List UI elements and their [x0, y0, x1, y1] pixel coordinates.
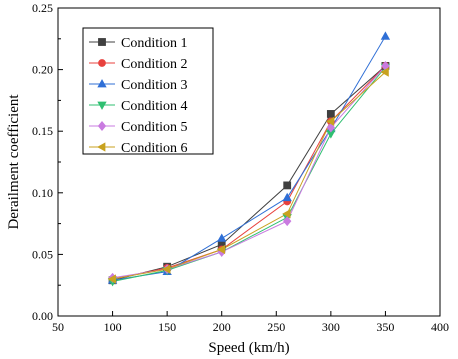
legend-marker-5 — [97, 121, 107, 131]
y-tick-label-1: 0.00 — [32, 309, 53, 323]
series-6-point-4 — [282, 209, 291, 219]
legend-label-4: Condition 4 — [121, 99, 188, 114]
series-line-1 — [112, 65, 386, 281]
axes: 50 100 150 200 250 300 350 400 0.00 0.05 0.10 0.15 0… — [32, 1, 449, 334]
y-tick-label-2: 0.05 — [32, 247, 53, 261]
legend-marker-4 — [97, 101, 107, 110]
series-6-point-3 — [216, 244, 226, 255]
series-6-point-2 — [162, 264, 171, 274]
y-tick-label-4: 0.15 — [32, 124, 53, 138]
legend-marker-2 — [98, 59, 106, 67]
series-1-point-5 — [326, 110, 335, 118]
series-line-6 — [112, 71, 386, 280]
series-6-point-6 — [380, 67, 389, 77]
y-tick-label-6: 0.25 — [32, 1, 53, 15]
x-tick-label-2: 100 — [104, 320, 122, 334]
legend-box — [82, 27, 214, 155]
y-axis-title: Derailment coefficient — [6, 94, 22, 230]
x-tick-label-4: 200 — [213, 320, 231, 334]
series-5-point-5 — [326, 122, 336, 133]
series-1-point-4 — [283, 181, 292, 190]
series-3-point-4 — [282, 192, 292, 202]
x-tick-label-5: 250 — [267, 320, 285, 334]
x-tick-label-7: 350 — [376, 320, 394, 334]
series-6-point-5 — [325, 116, 335, 126]
x-tick-label-3: 150 — [158, 320, 176, 334]
series-5-point-4 — [283, 216, 292, 227]
series-3-point-6 — [380, 31, 391, 40]
legend-label-1: Condition 1 — [121, 36, 188, 51]
legend-marker-6 — [97, 142, 106, 152]
legend-label-2: Condition 2 — [121, 57, 188, 72]
plot-marks — [107, 31, 391, 287]
y-tick-label-3: 0.10 — [32, 186, 53, 200]
legend-label-3: Condition 3 — [121, 78, 188, 93]
series-line-4 — [112, 66, 386, 282]
series-line-2 — [112, 65, 386, 280]
legend-marker-3 — [97, 79, 107, 88]
x-tick-label-6: 300 — [322, 320, 340, 334]
x-tick-label-1: 50 — [52, 320, 64, 334]
series-6-point-1 — [107, 274, 116, 284]
series-3-point-3 — [217, 233, 227, 242]
x-axis-title: Speed (km/h) — [208, 340, 289, 356]
y-tick-label-5: 0.20 — [32, 63, 53, 77]
x-tick-label-8: 400 — [431, 320, 449, 334]
legend-marker-1 — [98, 38, 106, 46]
legend-label-5: Condition 5 — [121, 120, 188, 135]
legend-label-6: Condition 6 — [121, 141, 188, 156]
legend: Condition 1 Condition 2 Condition 3 Conditi… — [82, 27, 214, 156]
